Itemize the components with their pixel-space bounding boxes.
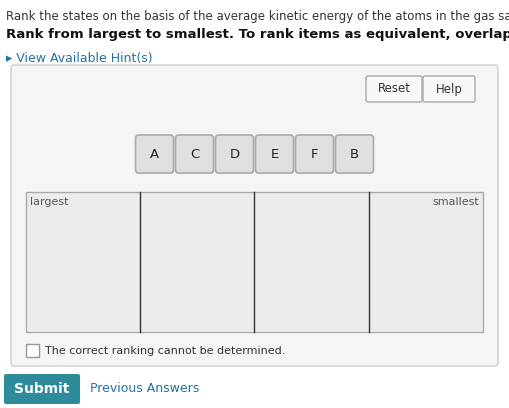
Text: ▸ View Available Hint(s): ▸ View Available Hint(s) — [6, 52, 153, 65]
FancyBboxPatch shape — [296, 135, 333, 173]
Text: The correct ranking cannot be determined.: The correct ranking cannot be determined… — [45, 346, 286, 355]
Bar — [26, 192, 483, 332]
Text: C: C — [190, 148, 199, 160]
FancyBboxPatch shape — [423, 76, 475, 102]
Text: B: B — [350, 148, 359, 160]
FancyBboxPatch shape — [335, 135, 374, 173]
FancyBboxPatch shape — [176, 135, 213, 173]
Text: Rank from largest to smallest. To rank items as equivalent, overlap them.: Rank from largest to smallest. To rank i… — [6, 28, 509, 41]
FancyBboxPatch shape — [256, 135, 294, 173]
FancyBboxPatch shape — [366, 76, 422, 102]
FancyBboxPatch shape — [135, 135, 174, 173]
FancyBboxPatch shape — [215, 135, 253, 173]
Text: F: F — [311, 148, 318, 160]
Bar — [26, 344, 39, 357]
Text: Submit: Submit — [14, 382, 70, 396]
Text: Rank the states on the basis of the average kinetic energy of the atoms in the g: Rank the states on the basis of the aver… — [6, 10, 509, 23]
Text: Reset: Reset — [378, 82, 410, 95]
Text: Previous Answers: Previous Answers — [90, 383, 199, 395]
Text: largest: largest — [30, 197, 69, 207]
Text: Help: Help — [436, 82, 463, 95]
Text: smallest: smallest — [432, 197, 479, 207]
Text: E: E — [270, 148, 278, 160]
FancyBboxPatch shape — [4, 374, 80, 404]
Text: D: D — [230, 148, 240, 160]
Text: A: A — [150, 148, 159, 160]
FancyBboxPatch shape — [11, 65, 498, 366]
